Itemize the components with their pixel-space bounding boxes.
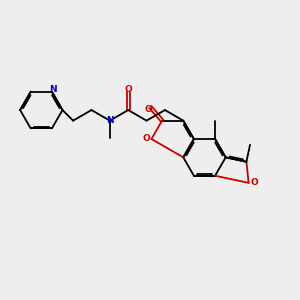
Text: O: O <box>145 105 153 114</box>
Text: O: O <box>124 85 132 94</box>
Text: O: O <box>143 134 151 143</box>
Text: N: N <box>49 85 56 94</box>
Text: O: O <box>250 178 258 188</box>
Text: N: N <box>106 116 114 125</box>
